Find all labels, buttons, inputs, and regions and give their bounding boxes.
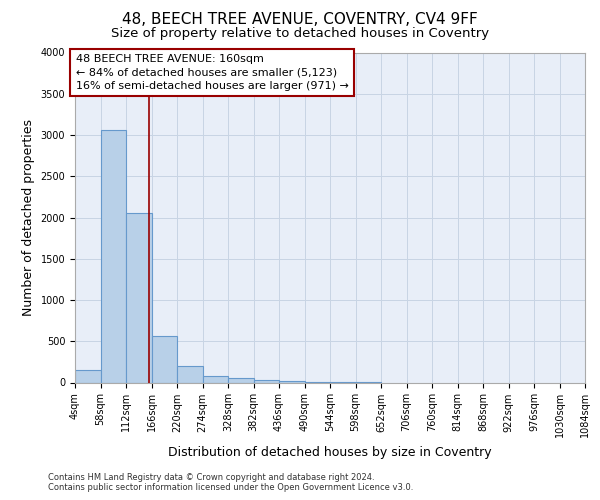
Bar bbox=[75, 370, 101, 382]
Bar bbox=[101, 130, 126, 382]
Bar bbox=[151, 336, 177, 382]
Bar bbox=[177, 366, 203, 382]
X-axis label: Distribution of detached houses by size in Coventry: Distribution of detached houses by size … bbox=[168, 446, 492, 459]
Text: Contains HM Land Registry data © Crown copyright and database right 2024.
Contai: Contains HM Land Registry data © Crown c… bbox=[48, 473, 413, 492]
Bar bbox=[203, 376, 228, 382]
Text: 48, BEECH TREE AVENUE, COVENTRY, CV4 9FF: 48, BEECH TREE AVENUE, COVENTRY, CV4 9FF bbox=[122, 12, 478, 28]
Y-axis label: Number of detached properties: Number of detached properties bbox=[22, 119, 35, 316]
Bar bbox=[254, 380, 279, 382]
Text: Size of property relative to detached houses in Coventry: Size of property relative to detached ho… bbox=[111, 28, 489, 40]
Text: 48 BEECH TREE AVENUE: 160sqm
← 84% of detached houses are smaller (5,123)
16% of: 48 BEECH TREE AVENUE: 160sqm ← 84% of de… bbox=[76, 54, 349, 90]
Bar bbox=[126, 212, 151, 382]
Bar bbox=[228, 378, 254, 382]
